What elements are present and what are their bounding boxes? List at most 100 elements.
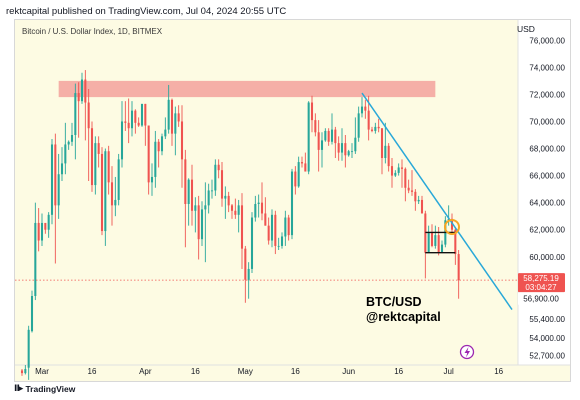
candle-body[interactable] bbox=[204, 205, 207, 210]
candle-body[interactable] bbox=[87, 102, 90, 129]
candle-body[interactable] bbox=[164, 129, 167, 137]
candle-body[interactable] bbox=[290, 171, 294, 236]
candle-body[interactable] bbox=[437, 235, 440, 253]
candle-body[interactable] bbox=[427, 232, 430, 253]
candle-body[interactable] bbox=[240, 205, 244, 249]
candle-body[interactable] bbox=[277, 245, 280, 247]
candle-body[interactable] bbox=[100, 153, 104, 232]
highlight-circle[interactable] bbox=[444, 219, 460, 235]
candle-body[interactable] bbox=[340, 143, 344, 153]
candle-body[interactable] bbox=[384, 145, 387, 158]
candle-body[interactable] bbox=[197, 205, 200, 240]
candle-body[interactable] bbox=[90, 128, 94, 186]
candle-body[interactable] bbox=[267, 225, 270, 241]
candle-body[interactable] bbox=[64, 144, 67, 164]
candle-body[interactable] bbox=[214, 164, 217, 191]
candle-body[interactable] bbox=[404, 168, 407, 188]
candle-body[interactable] bbox=[430, 232, 434, 246]
candle-body[interactable] bbox=[397, 167, 400, 173]
candle-body[interactable] bbox=[107, 151, 110, 183]
candle-body[interactable] bbox=[254, 204, 257, 218]
candle-body[interactable] bbox=[167, 99, 170, 130]
candle-body[interactable] bbox=[304, 163, 307, 172]
candle-body[interactable] bbox=[347, 151, 350, 156]
candle-body[interactable] bbox=[80, 79, 84, 102]
candlestick-chart[interactable]: 76,000.00 74,000.00 72,000.00 70,000.00 68,0… bbox=[15, 20, 570, 381]
candle-body[interactable] bbox=[57, 174, 60, 206]
candle-body[interactable] bbox=[324, 130, 327, 141]
candle-body[interactable] bbox=[220, 170, 224, 199]
candle-body[interactable] bbox=[150, 176, 154, 183]
candle-body[interactable] bbox=[400, 167, 404, 169]
candle-body[interactable] bbox=[374, 126, 377, 131]
candle-body[interactable] bbox=[307, 102, 310, 172]
candle-body[interactable] bbox=[124, 121, 127, 123]
candle-body[interactable] bbox=[74, 93, 77, 135]
candle-body[interactable] bbox=[230, 205, 234, 211]
candle-body[interactable] bbox=[127, 122, 130, 129]
candle-body[interactable] bbox=[77, 93, 80, 102]
candle-body[interactable] bbox=[187, 179, 190, 204]
candle-body[interactable] bbox=[44, 222, 47, 230]
candle-body[interactable] bbox=[314, 120, 317, 133]
candle-body[interactable] bbox=[170, 99, 174, 134]
candle-body[interactable] bbox=[387, 145, 390, 167]
candle-body[interactable] bbox=[227, 195, 230, 206]
candle-body[interactable] bbox=[334, 129, 337, 144]
candle-body[interactable] bbox=[110, 182, 114, 206]
candle-body[interactable] bbox=[357, 113, 360, 138]
candle-body[interactable] bbox=[264, 213, 267, 226]
currency-selector[interactable]: USD bbox=[517, 24, 535, 34]
candle-body[interactable] bbox=[190, 179, 194, 211]
candle-body[interactable] bbox=[317, 132, 320, 150]
candle-body[interactable] bbox=[130, 110, 134, 129]
candle-body[interactable] bbox=[137, 122, 140, 126]
candle-body[interactable] bbox=[84, 79, 87, 103]
candle-body[interactable] bbox=[354, 137, 357, 152]
candle-body[interactable] bbox=[147, 125, 150, 183]
candle-body[interactable] bbox=[174, 113, 177, 134]
candle-body[interactable] bbox=[104, 151, 107, 232]
candle-body[interactable] bbox=[287, 217, 290, 236]
candle-body[interactable] bbox=[367, 110, 370, 130]
candle-body[interactable] bbox=[454, 229, 457, 255]
candle-body[interactable] bbox=[50, 144, 54, 215]
candle-body[interactable] bbox=[210, 190, 214, 192]
candle-body[interactable] bbox=[117, 159, 120, 200]
candle-body[interactable] bbox=[244, 248, 247, 280]
candle-body[interactable] bbox=[97, 143, 100, 154]
candle-body[interactable] bbox=[140, 103, 144, 126]
candle-body[interactable] bbox=[457, 254, 460, 281]
candle-body[interactable] bbox=[270, 214, 274, 241]
candle-body[interactable] bbox=[200, 209, 204, 240]
candle-body[interactable] bbox=[447, 218, 450, 221]
candle-body[interactable] bbox=[280, 236, 284, 246]
candle-body[interactable] bbox=[330, 129, 334, 142]
candle-body[interactable] bbox=[47, 214, 50, 230]
candle-body[interactable] bbox=[114, 199, 117, 206]
candle-body[interactable] bbox=[177, 113, 180, 122]
candle-body[interactable] bbox=[407, 187, 410, 191]
candle-body[interactable] bbox=[274, 214, 277, 246]
candle-body[interactable] bbox=[417, 199, 420, 202]
candle-body[interactable] bbox=[337, 143, 340, 153]
candle-body[interactable] bbox=[257, 202, 260, 204]
candle-body[interactable] bbox=[294, 171, 297, 187]
candle-body[interactable] bbox=[370, 129, 374, 131]
candle-body[interactable] bbox=[37, 222, 40, 241]
candle-body[interactable] bbox=[217, 164, 220, 171]
candle-body[interactable] bbox=[450, 218, 454, 230]
candle-body[interactable] bbox=[30, 296, 34, 332]
candle-body[interactable] bbox=[207, 190, 210, 206]
candle-body[interactable] bbox=[380, 128, 384, 158]
candle-body[interactable] bbox=[67, 141, 70, 145]
candle-body[interactable] bbox=[377, 126, 380, 129]
candle-body[interactable] bbox=[157, 141, 160, 152]
candle-body[interactable] bbox=[154, 141, 157, 177]
candle-body[interactable] bbox=[70, 135, 74, 142]
candle-body[interactable] bbox=[360, 106, 364, 114]
candle-body[interactable] bbox=[320, 140, 324, 150]
candle-body[interactable] bbox=[434, 235, 437, 246]
candle-body[interactable] bbox=[284, 217, 287, 237]
candle-body[interactable] bbox=[327, 130, 330, 142]
